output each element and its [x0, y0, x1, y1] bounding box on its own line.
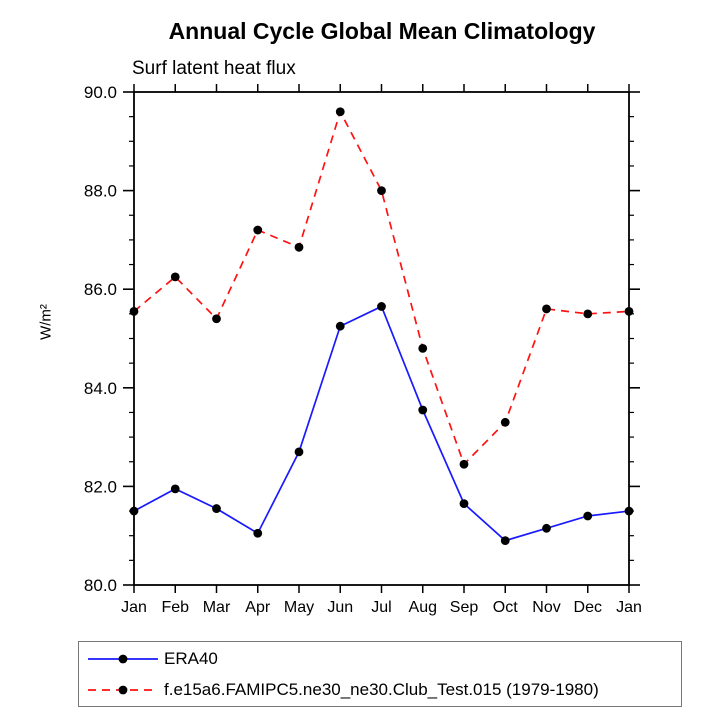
svg-text:86.0: 86.0: [84, 280, 117, 299]
legend-line-sample-dashed-icon: [88, 685, 158, 694]
legend-label-model: f.e15a6.FAMIPC5.ne30_ne30.Club_Test.015 …: [164, 679, 599, 699]
svg-text:Jul: Jul: [371, 599, 391, 616]
svg-text:Jan: Jan: [616, 599, 642, 616]
svg-text:Jun: Jun: [327, 599, 353, 616]
svg-text:Feb: Feb: [161, 599, 189, 616]
svg-text:Sep: Sep: [450, 599, 479, 616]
legend-entry-era40: ERA40: [79, 644, 681, 673]
svg-text:Aug: Aug: [409, 599, 437, 616]
svg-text:Apr: Apr: [245, 599, 271, 616]
svg-text:84.0: 84.0: [84, 379, 117, 398]
chart-subtitle: Surf latent heat flux: [132, 58, 296, 79]
legend-entry-model: f.e15a6.FAMIPC5.ne30_ne30.Club_Test.015 …: [79, 675, 681, 704]
svg-text:Oct: Oct: [493, 599, 518, 616]
legend-label-era40: ERA40: [164, 648, 218, 668]
chart-title: Annual Cycle Global Mean Climatology: [168, 18, 596, 44]
svg-text:82.0: 82.0: [84, 477, 117, 496]
svg-text:90.0: 90.0: [84, 83, 117, 102]
svg-text:Jan: Jan: [121, 599, 147, 616]
svg-text:80.0: 80.0: [84, 576, 117, 595]
svg-text:Mar: Mar: [203, 599, 231, 616]
legend-line-sample-solid-icon: [88, 654, 158, 663]
svg-text:Dec: Dec: [574, 599, 602, 616]
svg-text:88.0: 88.0: [84, 182, 117, 201]
svg-text:Nov: Nov: [532, 599, 560, 616]
legend-box: ERA40 f.e15a6.FAMIPC5.ne30_ne30.Club_Tes…: [78, 641, 682, 707]
svg-text:May: May: [284, 599, 314, 616]
